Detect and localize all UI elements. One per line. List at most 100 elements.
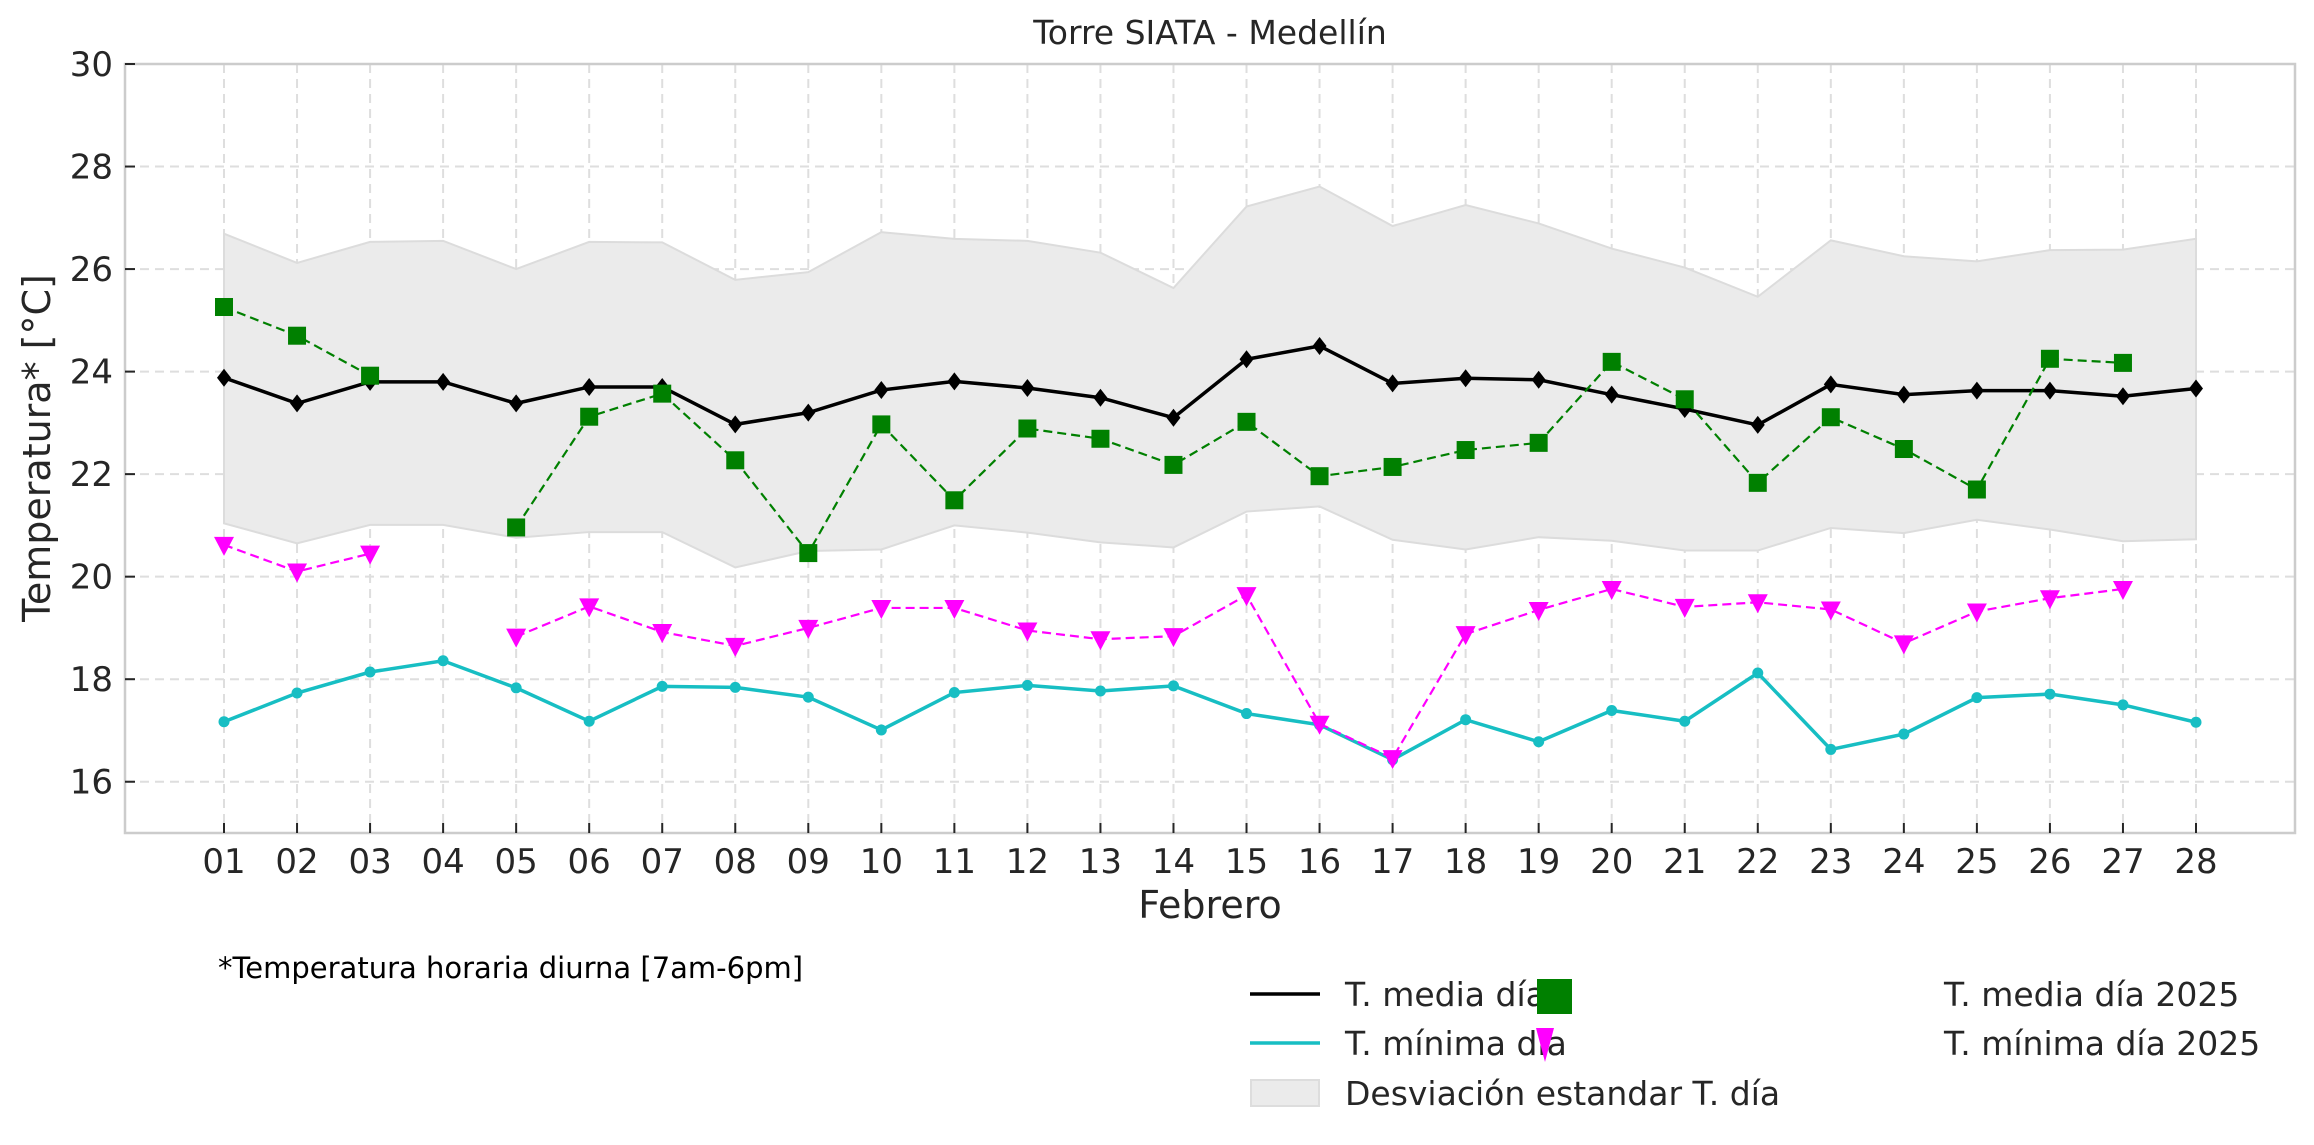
data-point — [1166, 408, 1181, 427]
y-tick-label: 22 — [70, 455, 113, 495]
data-point — [506, 628, 527, 648]
data-point — [725, 637, 746, 657]
data-point — [579, 598, 600, 618]
legend-swatch-mean-2025 — [1537, 979, 1572, 1014]
data-point — [288, 326, 307, 345]
x-tick-label: 03 — [348, 842, 391, 882]
x-tick-label: 19 — [1517, 842, 1560, 882]
x-tick-label: 21 — [1663, 842, 1706, 882]
x-tick-label: 01 — [202, 842, 245, 882]
data-point — [1094, 685, 1106, 697]
data-point — [1167, 680, 1179, 692]
data-point — [1529, 433, 1548, 452]
data-point — [652, 624, 673, 644]
data-point — [1674, 598, 1695, 618]
data-point — [875, 724, 887, 736]
data-point — [218, 716, 230, 728]
data-point — [1825, 743, 1837, 755]
data-point — [874, 381, 889, 400]
data-point — [2042, 381, 2057, 400]
data-point — [1237, 412, 1256, 431]
x-tick-label: 10 — [860, 842, 903, 882]
x-tick-label: 20 — [1590, 842, 1633, 882]
series-line — [515, 587, 2124, 760]
data-point — [2117, 699, 2129, 711]
series-3 — [214, 536, 2133, 770]
x-tick-label: 07 — [641, 842, 684, 882]
x-axis: 01 02 03 04 05 06 07 08 09 10 11 12 13 14 15 16 17 18 19 20… — [202, 823, 2218, 882]
x-tick-label: 09 — [787, 842, 830, 882]
data-point — [799, 544, 818, 563]
data-point — [1456, 441, 1475, 460]
data-point — [1383, 457, 1402, 476]
series-line — [223, 344, 2197, 427]
x-tick-label: 22 — [1736, 842, 1779, 882]
y-tick-label: 16 — [70, 763, 113, 803]
y-tick-label: 30 — [70, 45, 113, 85]
data-point — [1455, 626, 1476, 646]
y-tick-label: 26 — [70, 250, 113, 290]
data-point — [291, 687, 303, 699]
data-point — [2113, 353, 2132, 372]
data-point — [1969, 381, 1984, 400]
data-point — [1093, 388, 1108, 407]
std-band-layer — [223, 185, 2197, 569]
data-point — [1748, 473, 1767, 492]
data-point — [801, 403, 816, 422]
x-tick-label: 14 — [1152, 842, 1195, 882]
data-point — [2044, 688, 2056, 700]
series-line — [223, 658, 2197, 762]
data-point — [1606, 704, 1618, 716]
data-point — [582, 377, 597, 396]
x-tick-label: 27 — [2101, 842, 2144, 882]
data-point — [1898, 728, 1910, 740]
data-point — [1236, 587, 1257, 607]
x-tick-label: 13 — [1079, 842, 1122, 882]
data-point — [1604, 385, 1619, 404]
data-point — [1820, 601, 1841, 621]
data-point — [1164, 455, 1183, 474]
data-point — [1020, 379, 1035, 398]
data-point — [1894, 440, 1913, 459]
x-tick-label: 24 — [1882, 842, 1925, 882]
data-point — [1312, 336, 1327, 355]
data-point — [1823, 375, 1838, 394]
y-tick-label: 18 — [70, 660, 113, 700]
legend: T. media día T. mínima día Desviación es… — [1250, 975, 2260, 1113]
data-point — [1752, 667, 1764, 679]
data-point — [948, 687, 960, 699]
data-point — [437, 655, 449, 667]
legend-label-band: Desviación estandar T. día — [1345, 1074, 1780, 1113]
x-tick-label: 23 — [1809, 842, 1852, 882]
y-tick-label: 24 — [70, 353, 113, 393]
data-point — [215, 298, 233, 317]
data-point — [217, 368, 231, 387]
data-point — [1747, 594, 1768, 614]
data-point — [510, 682, 522, 694]
legend-label-mean-2025: T. media día 2025 — [1943, 975, 2239, 1014]
data-point — [1310, 467, 1329, 486]
data-point — [1163, 628, 1184, 648]
y-tick-label: 28 — [70, 148, 113, 188]
series-1 — [218, 655, 2202, 766]
data-point — [360, 545, 381, 565]
data-point — [436, 372, 451, 391]
data-point — [2040, 349, 2059, 368]
series-2 — [215, 298, 2132, 563]
data-point — [1601, 580, 1622, 600]
data-point — [1017, 622, 1038, 642]
x-tick-label: 25 — [1955, 842, 1998, 882]
x-tick-label: 28 — [2174, 842, 2217, 882]
x-tick-label: 16 — [1298, 842, 1341, 882]
data-point — [1967, 480, 1986, 499]
data-point — [1893, 635, 1914, 655]
legend-label-min: T. mínima día — [1344, 1024, 1567, 1063]
x-tick-label: 06 — [568, 842, 611, 882]
data-point — [802, 691, 814, 703]
x-tick-label: 15 — [1225, 842, 1268, 882]
data-point — [2039, 590, 2060, 610]
legend-label-min-2025: T. mínima día 2025 — [1943, 1024, 2260, 1063]
x-tick-label: 17 — [1371, 842, 1414, 882]
data-point — [287, 563, 308, 583]
data-point — [1602, 352, 1621, 371]
